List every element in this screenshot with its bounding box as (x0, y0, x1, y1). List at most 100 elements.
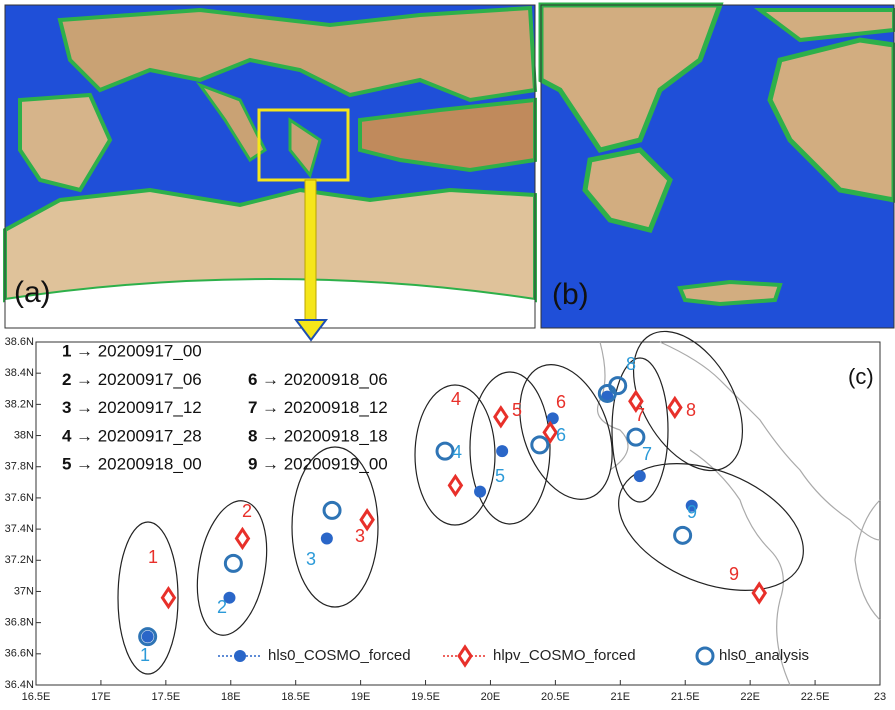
zoom-arrow (294, 179, 328, 342)
point-number: 4 (451, 389, 461, 409)
point-number: 1 (140, 645, 150, 665)
key-number: 4 (62, 426, 72, 445)
y-tick-label: 37N (14, 585, 34, 597)
y-tick-label: 36.8N (5, 617, 34, 629)
y-tick-label: 36.4N (5, 679, 34, 691)
pv-point (234, 526, 251, 551)
panel-a-label: (a) (14, 276, 51, 309)
key-number: 2 (62, 370, 71, 389)
x-tick-label: 19.5E (411, 691, 440, 703)
point-number: 9 (729, 564, 739, 584)
key-number: 8 (248, 426, 257, 445)
point-number: 7 (635, 405, 645, 425)
analysis-point (223, 553, 243, 573)
point-number: 3 (306, 549, 316, 569)
legend-label: hls0_COSMO_forced (268, 647, 411, 664)
y-tick-label: 38.2N (5, 398, 34, 410)
coastline (596, 341, 881, 686)
panel-a-map: (a) (3, 4, 538, 329)
point-number: 6 (556, 425, 566, 445)
y-tick-label: 37.8N (5, 461, 34, 473)
key-text: → 20200918_06 (262, 370, 388, 389)
legend-marker (234, 650, 246, 662)
pv-point (542, 420, 558, 445)
y-tick-label: 37.6N (5, 492, 34, 504)
point-number: 7 (642, 444, 652, 464)
point-number: 6 (556, 392, 566, 412)
key-number: 5 (62, 455, 71, 474)
cluster-ellipses (117, 330, 804, 675)
x-tick-label: 18E (221, 691, 241, 703)
key-text: → 20200917_12 (76, 398, 202, 417)
forced-point (633, 470, 646, 483)
y-tick-label: 36.6N (5, 648, 34, 660)
analysis-point (435, 441, 455, 461)
analysis-point (673, 525, 693, 545)
y-tick-label: 38.4N (5, 367, 34, 379)
forced-point (685, 499, 698, 512)
x-tick-label: 22.5E (801, 691, 830, 703)
legend-label: hlpv_COSMO_forced (493, 647, 636, 664)
pv-point (160, 585, 177, 610)
point-number: 2 (242, 501, 252, 521)
analysis-point (608, 376, 628, 396)
x-tick-label: 22E (740, 691, 760, 703)
key-number: 7 (248, 398, 257, 417)
analysis-point (626, 427, 646, 447)
key-text: → 20200917_00 (76, 341, 202, 360)
x-tick-label: 21.5E (671, 691, 700, 703)
forced-point (546, 412, 559, 425)
pv-point (447, 473, 464, 498)
y-tick-label: 38N (14, 429, 34, 441)
key-text: → 20200917_28 (76, 426, 202, 445)
pv-point (751, 581, 768, 605)
analysis-point (322, 500, 342, 520)
x-tick-label: 17E (91, 691, 111, 703)
legend-label: hls0_analysis (719, 647, 809, 664)
y-tick-label: 38.6N (5, 336, 34, 348)
point-number: 8 (686, 400, 696, 420)
panel-b-map: (b) (538, 2, 895, 329)
x-tick-label: 21E (611, 691, 631, 703)
x-tick-label: 16.5E (22, 691, 51, 703)
analysis-point (530, 435, 550, 455)
x-tick-label: 18.5E (281, 691, 310, 703)
pv-point (628, 389, 644, 413)
panel-b-label: (b) (552, 278, 589, 311)
key-number: 3 (62, 398, 71, 417)
key-text: → 20200919_00 (262, 455, 388, 474)
legend-marker (457, 644, 473, 668)
forced-point (320, 532, 333, 545)
x-tick-label: 20E (481, 691, 501, 703)
point-number: 2 (217, 597, 227, 617)
pv-point (667, 395, 683, 420)
panel-c-label: (c) (848, 364, 874, 389)
x-tick-label: 23 (874, 691, 886, 703)
point-number: 8 (626, 354, 636, 374)
forced-point (474, 485, 487, 498)
point-number: 5 (512, 400, 522, 420)
key-number: 1 (62, 341, 71, 360)
key-number: 9 (248, 455, 257, 474)
key-text: → 20200918_18 (262, 426, 388, 445)
pv-point (493, 405, 509, 429)
key-text: → 20200918_12 (262, 398, 388, 417)
forced-point (496, 445, 509, 458)
x-tick-label: 20.5E (541, 691, 570, 703)
pv-point (359, 508, 375, 532)
key-number: 6 (248, 370, 257, 389)
y-tick-label: 37.4N (5, 523, 34, 535)
key-text: → 20200917_06 (76, 370, 202, 389)
forced-point (223, 591, 236, 604)
legend-marker (695, 646, 715, 666)
point-number: 9 (687, 502, 697, 522)
analysis-point (138, 627, 158, 647)
key-text: → 20200918_00 (76, 455, 202, 474)
forced-point (141, 630, 154, 643)
point-number: 1 (148, 547, 158, 567)
x-tick-label: 19E (351, 691, 371, 703)
point-number: 3 (355, 526, 365, 546)
x-tick-label: 17.5E (151, 691, 180, 703)
point-number: 5 (495, 466, 505, 486)
